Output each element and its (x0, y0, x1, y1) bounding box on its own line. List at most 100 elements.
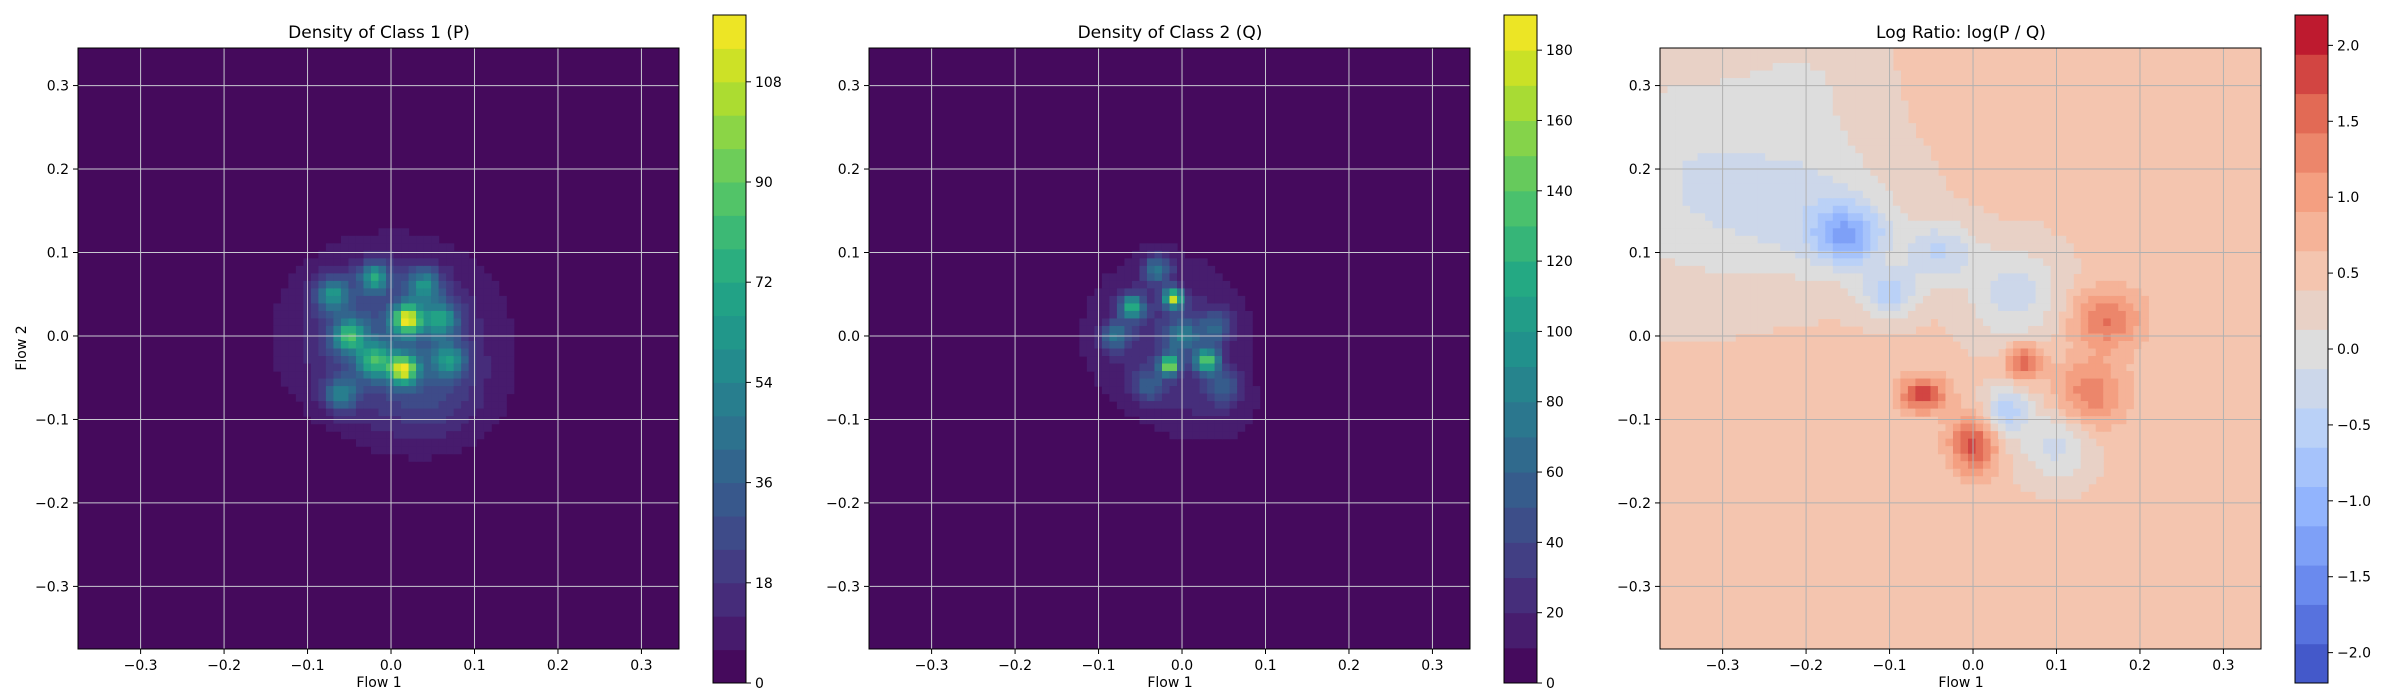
heatmap-cell (2103, 363, 2112, 372)
heatmap-cell (1161, 386, 1171, 395)
heatmap-cell (1154, 386, 1163, 395)
heatmap-cell (1772, 183, 1781, 192)
heatmap-cell (318, 393, 327, 402)
heatmap-cell (438, 273, 447, 282)
heatmap-cell (2028, 363, 2037, 372)
heatmap-cell (401, 235, 410, 244)
heatmap-cell (1968, 476, 1977, 485)
heatmap-cell (498, 318, 507, 327)
heatmap-cell (1690, 228, 1699, 237)
heatmap-cell (453, 386, 462, 395)
heatmap-cell (1772, 123, 1781, 132)
heatmap-cell (2028, 446, 2037, 455)
heatmap-cell (2058, 476, 2067, 485)
heatmap-cell (1222, 280, 1231, 289)
heatmap-cell (1660, 280, 1669, 289)
heatmap-cell (2118, 416, 2127, 425)
heatmap-cell (1877, 288, 1886, 297)
heatmap-cell (1742, 175, 1751, 184)
heatmap-cell (1930, 280, 1939, 289)
heatmap-cell (1690, 190, 1699, 199)
heatmap-cell (498, 356, 507, 365)
heatmap-cell (1847, 93, 1856, 102)
heatmap-cell (2058, 431, 2067, 440)
heatmap-cell (1922, 280, 1932, 289)
heatmap-cell (1825, 85, 1834, 94)
heatmap-cell (498, 348, 507, 357)
heatmap-cell (1207, 386, 1216, 395)
heatmap-cell (1937, 416, 1947, 425)
heatmap-cell (2073, 333, 2082, 342)
heatmap-cell (1960, 461, 1969, 470)
heatmap-cell (2050, 371, 2059, 380)
heatmap-cell (378, 408, 387, 417)
heatmap-cell (1892, 130, 1901, 139)
heatmap-cell (401, 303, 410, 312)
heatmap-cell (498, 303, 507, 312)
heatmap-cell (1735, 138, 1744, 147)
heatmap-cell (423, 423, 432, 432)
heatmap-cell (1697, 250, 1706, 259)
heatmap-cell (1952, 228, 1962, 237)
heatmap-cell (1847, 78, 1856, 87)
heatmap-cell (2110, 371, 2119, 380)
heatmap-cell (370, 371, 380, 380)
heatmap-cell (393, 408, 402, 417)
heatmap-cell (2050, 265, 2059, 274)
heatmap-cell (1660, 273, 1669, 282)
heatmap-cell (1945, 386, 1954, 395)
heatmap-cell (1795, 85, 1804, 94)
heatmap-cell (431, 386, 440, 395)
heatmap-cell (1855, 115, 1864, 124)
heatmap-cell (370, 318, 380, 327)
heatmap-cell (2050, 416, 2059, 425)
heatmap-cell (348, 235, 357, 244)
heatmap-cell (1667, 168, 1676, 177)
heatmap-cell (1154, 325, 1163, 335)
heatmap-cell (2020, 461, 2029, 470)
heatmap-cell (1757, 183, 1766, 192)
heatmap-cell (1177, 393, 1186, 402)
heatmap-cell (431, 235, 440, 244)
colorbar-tick-label: 0 (1546, 676, 1555, 692)
heatmap-cell (1817, 310, 1826, 320)
heatmap-cell (2065, 348, 2074, 357)
heatmap-cell (1750, 183, 1759, 192)
heatmap-cell (1207, 333, 1216, 342)
heatmap-cell (1847, 160, 1856, 169)
heatmap-cell (2118, 295, 2127, 305)
heatmap-cell (355, 431, 365, 440)
heatmap-cell (378, 356, 387, 365)
heatmap-cell (1675, 235, 1684, 244)
heatmap-cell (1139, 265, 1148, 274)
heatmap-cell (446, 303, 455, 312)
heatmap-cell (2035, 438, 2044, 447)
heatmap-cell (408, 446, 417, 455)
heatmap-cell (2028, 288, 2037, 297)
heatmap-cell (1116, 310, 1126, 320)
heatmap-cell (1930, 198, 1939, 207)
heatmap-cell (1660, 288, 1669, 297)
heatmap-cell (2080, 378, 2089, 387)
heatmap-cell (1742, 310, 1751, 320)
heatmap-cell (355, 318, 365, 327)
heatmap-cell (1184, 310, 1193, 320)
heatmap-cell (2133, 310, 2142, 320)
heatmap-cell (1735, 258, 1744, 267)
heatmap-cell (363, 431, 372, 440)
heatmap-cell (1930, 183, 1939, 192)
heatmap-cell (1154, 258, 1163, 267)
heatmap-cell (1900, 138, 1909, 147)
heatmap-cell (1810, 100, 1819, 109)
heatmap-cell (408, 333, 417, 342)
heatmap-cell (1720, 265, 1729, 274)
colorbar-tick-label: 1.5 (2337, 114, 2359, 130)
heatmap-cell (431, 416, 440, 425)
heatmap-cell (1795, 250, 1804, 259)
heatmap-cell (2043, 273, 2052, 282)
heatmap-cell (1840, 220, 1849, 229)
heatmap-cell (1892, 100, 1901, 109)
heatmap-cell (1900, 401, 1909, 410)
heatmap-cell (1727, 220, 1736, 229)
heatmap-cell (1960, 476, 1969, 485)
